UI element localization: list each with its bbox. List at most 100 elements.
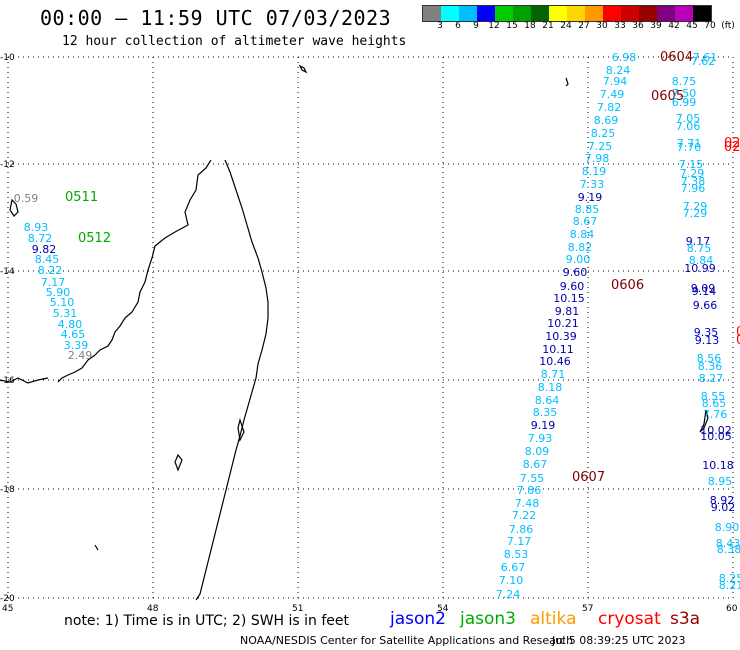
wave-height-value: 9.35 bbox=[694, 326, 719, 339]
scale-label-3: 12 bbox=[488, 21, 500, 31]
small-island-2 bbox=[237, 417, 245, 442]
wave-height-value: 7.38 bbox=[681, 175, 706, 188]
scale-swatch-3 bbox=[477, 6, 495, 21]
pass-time-label: 0 bbox=[736, 333, 740, 348]
coastline bbox=[0, 64, 709, 601]
wave-height-value: 5.10 bbox=[50, 296, 75, 309]
wave-height-value: 8.82 bbox=[568, 241, 593, 254]
wave-height-value: 8.92 bbox=[710, 494, 735, 507]
wave-height-value: 7.70 bbox=[677, 141, 702, 154]
wave-height-value: 7.25 bbox=[588, 140, 613, 153]
footer-note: note: 1) Time is in UTC; 2) SWH is in fe… bbox=[64, 613, 350, 629]
map-title: 00:00 – 11:59 UTC 07/03/2023 bbox=[40, 6, 392, 30]
wave-height-value: 8.84 bbox=[689, 254, 714, 267]
scale-swatch-1 bbox=[441, 6, 459, 21]
western-island bbox=[9, 198, 19, 217]
scale-swatch-14 bbox=[675, 6, 693, 21]
wave-height-value: 9.00 bbox=[566, 253, 591, 266]
wave-height-value: 7.62 bbox=[691, 55, 716, 68]
wave-height-value: 7.55 bbox=[520, 472, 545, 485]
scale-swatch-7 bbox=[549, 6, 567, 21]
wave-height-value: 8.18 bbox=[538, 381, 563, 394]
wave-height-value: 8.38 bbox=[717, 543, 740, 556]
wave-height-value: 6.98 bbox=[612, 51, 637, 64]
scale-swatch-6 bbox=[531, 6, 549, 21]
wave-height-value: 7.86 bbox=[517, 484, 542, 497]
scale-swatch-0 bbox=[423, 6, 441, 21]
wave-height-value: 6.99 bbox=[672, 96, 697, 109]
satellite-legend-jason3: jason3 bbox=[460, 609, 516, 629]
wave-height-value: 2.49 bbox=[68, 349, 93, 362]
wave-height-value: 8.67 bbox=[523, 458, 548, 471]
scale-label-16: (ft) bbox=[721, 21, 735, 31]
wave-height-value: 7.22 bbox=[512, 509, 537, 522]
wave-height-value: 3.39 bbox=[64, 339, 89, 352]
comoros-island bbox=[298, 64, 308, 74]
wave-height-value: 7.76 bbox=[703, 408, 728, 421]
wave-height-value: 6.67 bbox=[501, 561, 526, 574]
wave-height-value: 7.06 bbox=[676, 120, 701, 133]
wave-height-value: 8.35 bbox=[533, 406, 558, 419]
scale-swatch-9 bbox=[585, 6, 603, 21]
scale-swatch-11 bbox=[621, 6, 639, 21]
wave-height-value: 8.72 bbox=[28, 232, 53, 245]
wave-height-value: 9.60 bbox=[563, 266, 588, 279]
wave-height-value: 8.25 bbox=[591, 127, 616, 140]
wave-height-value: 8.55 bbox=[701, 390, 726, 403]
scale-label-15: 70 bbox=[704, 21, 716, 31]
pass-time-label: 0606 bbox=[611, 278, 644, 293]
lat-tick-label: -18 bbox=[0, 485, 15, 495]
wave-height-value: 9.66 bbox=[693, 299, 718, 312]
lat-tick-label: -14 bbox=[0, 267, 15, 277]
lat-tick-label: -12 bbox=[0, 160, 15, 170]
wave-height-value: 7.96 bbox=[681, 182, 706, 195]
satellite-legend-jason2: jason2 bbox=[390, 609, 446, 629]
wave-height-value: 8.85 bbox=[575, 203, 600, 216]
scale-swatch-8 bbox=[567, 6, 585, 21]
wave-height-value: 9.19 bbox=[578, 191, 603, 204]
scale-label-14: 45 bbox=[686, 21, 698, 31]
wave-height-value: 7.29 bbox=[683, 207, 708, 220]
wave-height-value: 8.95 bbox=[708, 475, 733, 488]
lat-tick-label: -16 bbox=[0, 376, 15, 386]
scale-label-0: 3 bbox=[437, 21, 443, 31]
wave-height-value: 10.15 bbox=[553, 292, 585, 305]
scale-label-13: 42 bbox=[668, 21, 680, 31]
wave-height-value: 8.75 bbox=[672, 75, 697, 88]
wave-height-value: 7.29 bbox=[680, 167, 705, 180]
wave-height-value: 7.71 bbox=[677, 137, 702, 150]
wave-height-value: 8.36 bbox=[698, 360, 723, 373]
wave-height-value: 8.09 bbox=[525, 445, 550, 458]
wave-height-value: 10.18 bbox=[702, 459, 734, 472]
wave-height-value: 7.50 bbox=[672, 87, 697, 100]
scale-label-9: 30 bbox=[596, 21, 608, 31]
wave-height-value: 7.17 bbox=[507, 535, 532, 548]
lon-tick-label: 54 bbox=[437, 604, 449, 614]
wave-height-value: 9.81 bbox=[555, 305, 580, 318]
satellite-legend-cryosat: cryosat bbox=[598, 609, 661, 629]
satellite-legend-s3a: s3a bbox=[670, 609, 701, 629]
wave-height-value: 8.84 bbox=[570, 228, 595, 241]
wave-height-value: 8.71 bbox=[541, 368, 566, 381]
pass-time-label: 0511 bbox=[65, 190, 98, 205]
wave-height-value: 10.99 bbox=[684, 262, 716, 275]
scale-label-11: 36 bbox=[632, 21, 644, 31]
scale-label-12: 39 bbox=[650, 21, 662, 31]
pass-time-label: 0512 bbox=[78, 231, 111, 246]
wave-height-value: 9.82 bbox=[32, 243, 57, 256]
small-island-3 bbox=[94, 544, 99, 551]
satellite-legend-altika: altika bbox=[530, 609, 577, 629]
lat-tick-label: -10 bbox=[0, 53, 15, 63]
wave-height-value: 10.46 bbox=[539, 355, 571, 368]
wave-height-value: 8.56 bbox=[697, 352, 722, 365]
lon-tick-label: 57 bbox=[582, 604, 593, 614]
wave-height-color-scale bbox=[422, 5, 712, 22]
wave-height-value: 5.31 bbox=[53, 307, 78, 320]
pass-time-label: 0282 bbox=[724, 140, 740, 155]
scale-label-10: 33 bbox=[614, 21, 626, 31]
wave-height-value: 7.94 bbox=[603, 75, 628, 88]
scale-swatch-10 bbox=[603, 6, 621, 21]
scale-swatch-13 bbox=[657, 6, 675, 21]
